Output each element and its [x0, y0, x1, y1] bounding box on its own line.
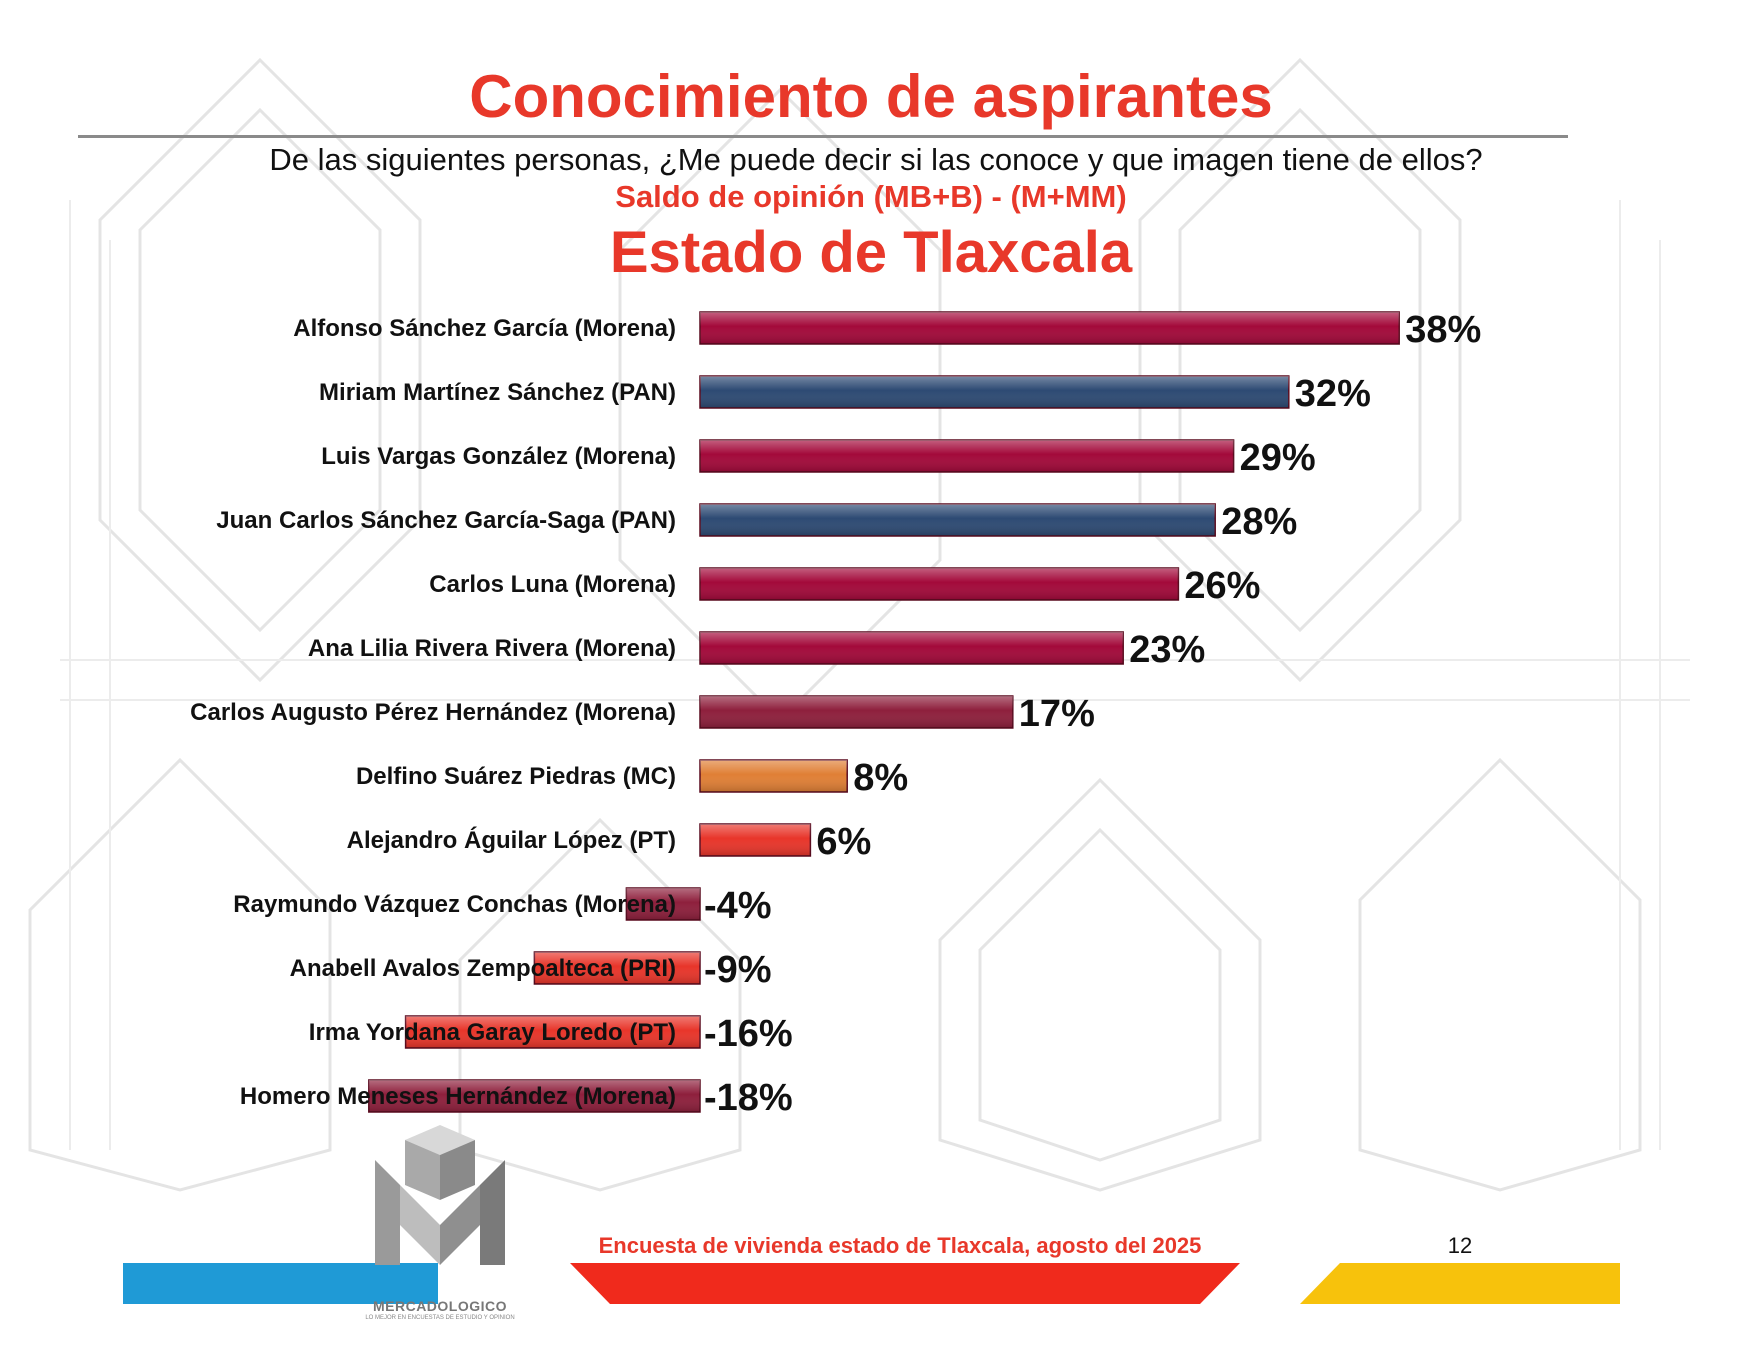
category-label: Irma Yordana Garay Loredo (PT)	[309, 1019, 676, 1046]
category-label: Luis Vargas González (Morena)	[321, 443, 676, 470]
value-label: 26%	[1184, 565, 1260, 607]
category-label: Miriam Martínez Sánchez (PAN)	[319, 379, 676, 406]
bar-shading	[700, 760, 848, 792]
category-label: Juan Carlos Sánchez García-Saga (PAN)	[216, 507, 676, 534]
page-title: Conocimiento de aspirantes	[469, 63, 1273, 130]
bar-shading	[700, 504, 1216, 536]
category-label: Alfonso Sánchez García (Morena)	[293, 315, 676, 342]
value-label: 17%	[1019, 693, 1095, 735]
category-label: Carlos Augusto Pérez Hernández (Morena)	[190, 699, 676, 726]
value-label: -16%	[704, 1013, 793, 1055]
bars-group	[368, 311, 1400, 1113]
category-label: Ana Lilia Rivera Rivera (Morena)	[308, 635, 676, 662]
bar-shading	[534, 952, 700, 984]
title-divider	[78, 135, 1568, 138]
survey-footer-text: Encuesta de vivienda estado de Tlaxcala,…	[598, 1233, 1202, 1258]
value-label: 23%	[1129, 629, 1205, 671]
value-label: 8%	[853, 757, 908, 799]
bar-shading	[700, 312, 1400, 344]
value-label: 32%	[1295, 373, 1371, 415]
value-label: -9%	[704, 949, 772, 991]
survey-question: De las siguientes personas, ¿Me puede de…	[269, 142, 1483, 177]
footer-bar-red	[570, 1263, 1240, 1304]
value-label: 28%	[1221, 501, 1297, 543]
value-label: 6%	[816, 821, 871, 863]
bar-shading	[626, 888, 700, 920]
category-label: Delfino Suárez Piedras (MC)	[356, 763, 676, 790]
value-label: -18%	[704, 1077, 793, 1119]
value-labels-group: 38% 32% 29% 28% 26% 23% 17% 8% 6% -4% -9% -16% -18%	[704, 309, 1481, 1119]
category-label: Raymundo Vázquez Conchas (Morena)	[233, 891, 676, 918]
value-label: 38%	[1405, 309, 1481, 351]
footer-bar-yellow	[1300, 1263, 1620, 1304]
value-label: 29%	[1240, 437, 1316, 479]
footer-bar-blue	[123, 1263, 438, 1304]
bar-shading	[700, 568, 1179, 600]
bar-shading	[368, 1080, 700, 1112]
bar-shading	[405, 1016, 700, 1048]
page-number: 12	[1447, 1233, 1473, 1258]
region-title: Estado de Tlaxcala	[609, 220, 1133, 285]
footer-color-bars	[123, 1263, 1620, 1304]
logo-tagline: LO MEJOR EN ENCUESTAS DE ESTUDIO Y OPINI…	[365, 1315, 515, 1321]
category-label: Alejandro Águilar López (PT)	[347, 826, 676, 854]
bar-shading	[700, 632, 1124, 664]
bar-shading	[700, 376, 1289, 408]
logo-wordmark: MERCADOLOGICO	[372, 1298, 508, 1314]
category-labels-group: Alfonso Sánchez García (Morena) Miriam Ma…	[190, 315, 676, 1110]
category-label: Anabell Avalos Zempoalteca (PRI)	[290, 955, 676, 982]
mercadologico-logo	[375, 1125, 505, 1265]
value-label: -4%	[704, 885, 772, 927]
chart-subtitle: Saldo de opinión (MB+B) - (M+MM)	[615, 179, 1127, 214]
bar-shading	[700, 824, 811, 856]
category-label: Homero Meneses Hernández (Morena)	[240, 1083, 676, 1110]
bar-shading	[700, 440, 1234, 472]
category-label: Carlos Luna (Morena)	[429, 571, 676, 598]
bar-shading	[700, 696, 1013, 728]
